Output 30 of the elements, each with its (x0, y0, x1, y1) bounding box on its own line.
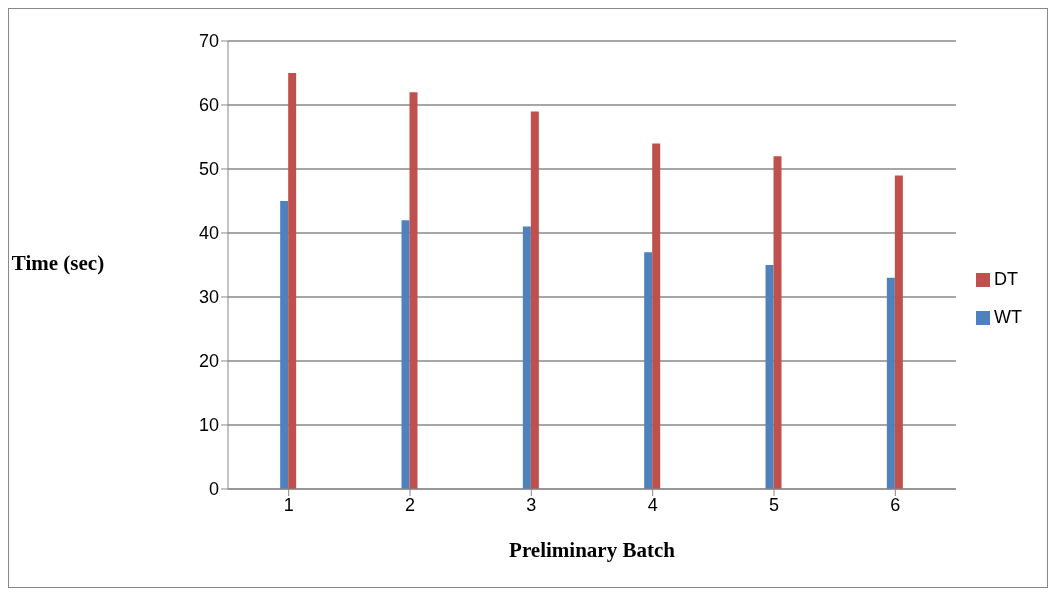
bar (886, 277, 895, 489)
legend-label: WT (994, 307, 1022, 327)
x-tick-label: 6 (890, 494, 901, 515)
bar (409, 92, 418, 489)
bar (765, 265, 774, 489)
bar (652, 143, 661, 489)
x-axis-title: Preliminary Batch (509, 538, 676, 562)
bar (288, 73, 297, 489)
x-tick-label: 2 (405, 494, 416, 515)
bar (530, 111, 539, 489)
legend-label: DT (994, 269, 1019, 289)
bar (773, 156, 782, 489)
y-tick-label: 30 (198, 287, 219, 308)
x-tick-label: 4 (647, 494, 658, 515)
y-tick-label: 50 (198, 159, 219, 180)
x-tick-label: 5 (769, 494, 780, 515)
y-tick-label: 40 (198, 223, 219, 244)
y-tick-label: 60 (198, 95, 219, 116)
bar (894, 175, 903, 489)
bar (401, 220, 410, 489)
y-axis-title: Time (sec) (11, 250, 105, 275)
y-tick-label: 70 (198, 31, 219, 52)
y-tick-label: 10 (198, 415, 219, 436)
y-tick-label: 20 (198, 351, 219, 372)
x-tick-label: 3 (526, 494, 537, 515)
x-tick-label: 1 (283, 494, 294, 515)
bar (280, 201, 289, 489)
bar (644, 252, 653, 489)
y-tick-label: 0 (208, 479, 219, 500)
bar (522, 226, 531, 489)
